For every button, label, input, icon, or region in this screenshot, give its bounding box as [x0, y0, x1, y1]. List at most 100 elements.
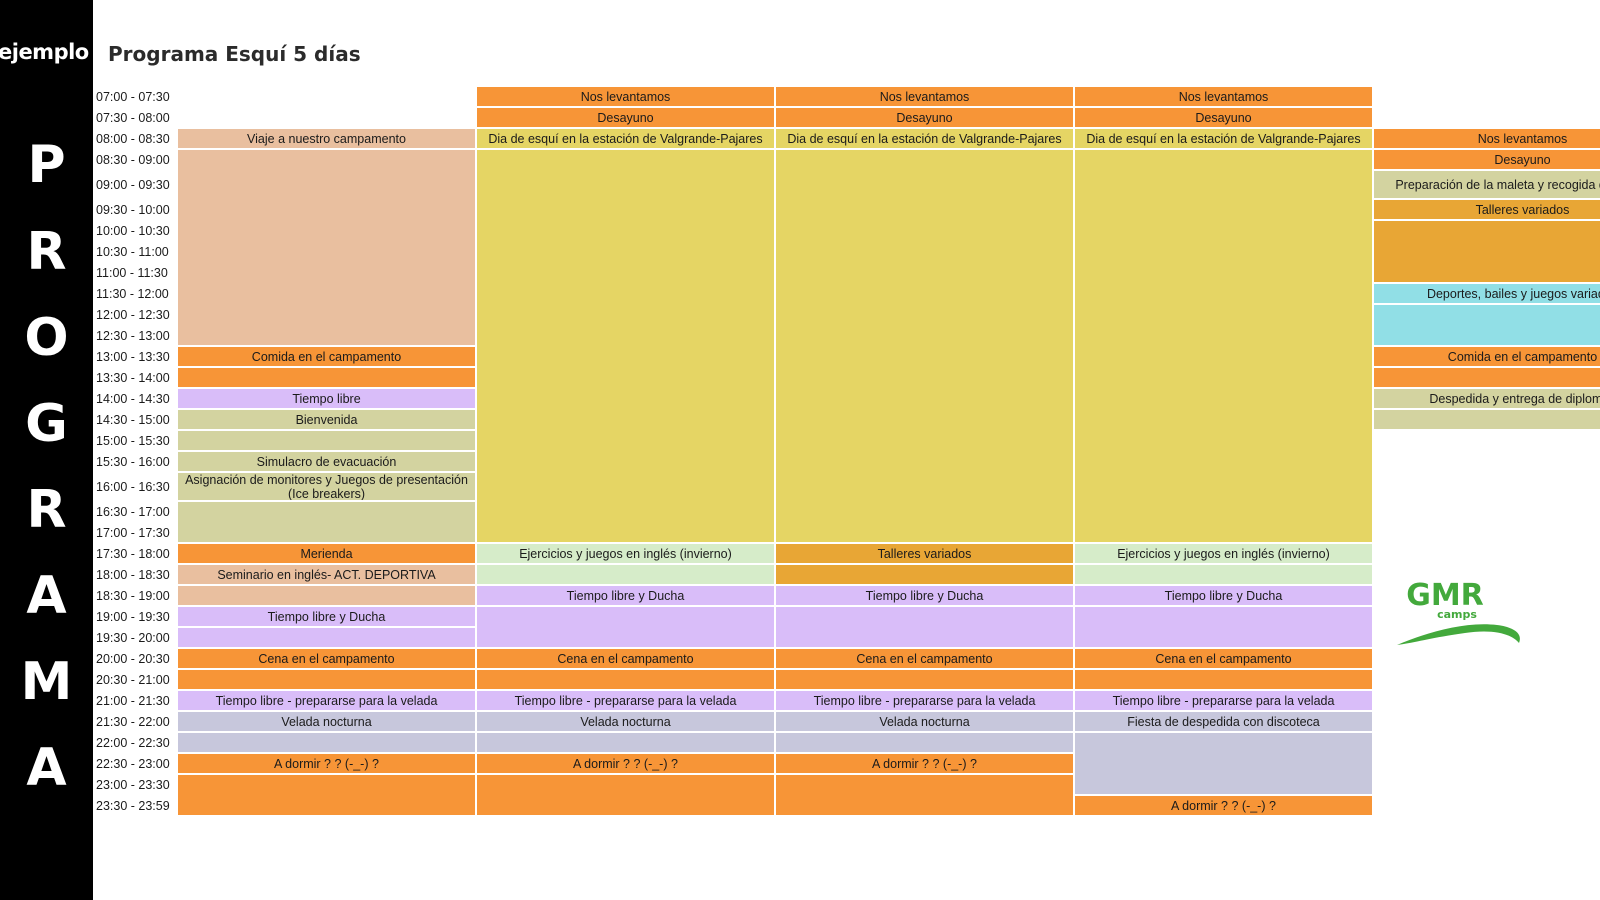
- schedule-cell-day-1: [178, 431, 475, 450]
- schedule-cell-day-3: Desayuno: [776, 108, 1073, 127]
- time-slot-label: 15:00 - 15:30: [96, 433, 170, 448]
- sidebar-letter: R: [26, 480, 67, 540]
- time-slot-label: 22:00 - 22:30: [96, 735, 170, 750]
- schedule-cell-day-1: Comida en el campamento: [178, 347, 475, 366]
- schedule-cell-day-1: Viaje a nuestro campamento: [178, 129, 475, 148]
- schedule-cell-day-5: [1374, 305, 1600, 345]
- time-slot-label: 16:00 - 16:30: [96, 479, 170, 494]
- sidebar-tag: ejemplo: [0, 40, 89, 64]
- schedule-cell-day-1: [178, 502, 475, 542]
- schedule-cell-day-1: A dormir ? ? (-_-) ?: [178, 754, 475, 773]
- schedule-cell-day-5: Desayuno: [1374, 150, 1600, 169]
- schedule-cell-day-1: [178, 775, 475, 815]
- schedule-cell-day-4: Cena en el campamento: [1075, 649, 1372, 668]
- gmr-camps-logo: GMR camps: [1397, 578, 1520, 645]
- schedule-cell-day-3: Dia de esquí en la estación de Valgrande…: [776, 129, 1073, 148]
- time-slot-label: 14:00 - 14:30: [96, 391, 170, 406]
- time-slot-label: 18:30 - 19:00: [96, 588, 170, 603]
- schedule-cell-day-2: Velada nocturna: [477, 712, 774, 731]
- schedule-cell-day-2: [477, 607, 774, 647]
- schedule-cell-day-2: A dormir ? ? (-_-) ?: [477, 754, 774, 773]
- schedule-cell-day-4: Fiesta de despedida con discoteca: [1075, 712, 1372, 731]
- schedule-cell-day-1: Tiempo libre: [178, 389, 475, 408]
- time-slot-label: 07:00 - 07:30: [96, 89, 170, 104]
- schedule-cell-day-1: Tiempo libre - prepararse para la velada: [178, 691, 475, 710]
- schedule-cell-day-4: Ejercicios y juegos en inglés (invierno): [1075, 544, 1372, 563]
- schedule-cell-day-5: [1374, 221, 1600, 282]
- schedule-cell-day-5: [1374, 410, 1600, 429]
- schedule-cell-day-3: [776, 670, 1073, 689]
- sidebar-letter: P: [27, 135, 66, 195]
- sidebar-letter: A: [26, 566, 67, 626]
- time-slot-label: 10:00 - 10:30: [96, 223, 170, 238]
- time-slot-label: 19:30 - 20:00: [96, 630, 170, 645]
- page-title: Programa Esquí 5 días: [108, 42, 361, 66]
- schedule-cell-day-4: Desayuno: [1075, 108, 1372, 127]
- time-slot-label: 20:30 - 21:00: [96, 672, 170, 687]
- schedule-cell-day-1: [178, 368, 475, 387]
- time-slot-label: 15:30 - 16:00: [96, 454, 170, 469]
- schedule-cell-day-3: [776, 607, 1073, 647]
- logo-sub: camps: [1437, 608, 1477, 621]
- schedule-cell-day-4: A dormir ? ? (-_-) ?: [1075, 796, 1372, 815]
- schedule-cell-day-3: Tiempo libre y Ducha: [776, 586, 1073, 605]
- schedule-cell-day-4: [1075, 607, 1372, 647]
- time-slot-label: 11:30 - 12:00: [96, 286, 169, 301]
- schedule-cell-day-1: Seminario en inglés- ACT. DEPORTIVA: [178, 565, 475, 584]
- schedule-cell-day-4: Nos levantamos: [1075, 87, 1372, 106]
- schedule-cell-day-3: A dormir ? ? (-_-) ?: [776, 754, 1073, 773]
- schedule-cell-day-5: Nos levantamos: [1374, 129, 1600, 148]
- time-slot-label: 07:30 - 08:00: [96, 110, 170, 125]
- schedule-cell-day-2: Desayuno: [477, 108, 774, 127]
- schedule-cell-day-5: Deportes, bailes y juegos variados: [1374, 284, 1600, 303]
- schedule-cell-day-5: [1374, 368, 1600, 387]
- time-slot-label: 20:00 - 20:30: [96, 651, 170, 666]
- schedule-cell-day-5: Preparación de la maleta y recogida del …: [1374, 171, 1600, 198]
- sidebar-letter: M: [20, 652, 73, 712]
- time-slot-label: 08:00 - 08:30: [96, 131, 170, 146]
- schedule-cell-day-3: Tiempo libre - prepararse para la velada: [776, 691, 1073, 710]
- time-slot-label: 09:00 - 09:30: [96, 177, 170, 192]
- sidebar-letter: G: [25, 394, 68, 454]
- time-slot-label: 23:00 - 23:30: [96, 777, 170, 792]
- time-slot-label: 11:00 - 11:30: [96, 265, 168, 280]
- time-slot-label: 22:30 - 23:00: [96, 756, 170, 771]
- time-slot-label: 21:30 - 22:00: [96, 714, 170, 729]
- schedule-cell-day-5: Talleres variados: [1374, 200, 1600, 219]
- time-slot-label: 14:30 - 15:00: [96, 412, 170, 427]
- schedule-cell-day-1: [178, 670, 475, 689]
- time-slot-label: 16:30 - 17:00: [96, 504, 170, 519]
- time-slot-label: 13:30 - 14:00: [96, 370, 170, 385]
- schedule-cell-day-4: Tiempo libre - prepararse para la velada: [1075, 691, 1372, 710]
- schedule-cell-day-1: Merienda: [178, 544, 475, 563]
- schedule-cell-day-3: [776, 775, 1073, 815]
- schedule-cell-day-4: [1075, 670, 1372, 689]
- time-slot-label: 12:30 - 13:00: [96, 328, 170, 343]
- schedule-cell-day-3: [776, 565, 1073, 584]
- time-slot-label: 13:00 - 13:30: [96, 349, 170, 364]
- time-slot-label: 19:00 - 19:30: [96, 609, 170, 624]
- time-slot-label: 21:00 - 21:30: [96, 693, 170, 708]
- schedule-cell-day-2: Tiempo libre - prepararse para la velada: [477, 691, 774, 710]
- logo-name: GMR: [1406, 578, 1484, 613]
- schedule-cell-day-5: Despedida y entrega de diplomas: [1374, 389, 1600, 408]
- schedule-cell-day-1: [178, 150, 475, 345]
- schedule-cell-day-4: [1075, 565, 1372, 584]
- time-slot-label: 17:30 - 18:00: [96, 546, 170, 561]
- time-slot-label: 10:30 - 11:00: [96, 244, 169, 259]
- schedule-cell-day-4: [1075, 150, 1372, 542]
- schedule-cell-day-3: [776, 733, 1073, 752]
- schedule-cell-day-3: Nos levantamos: [776, 87, 1073, 106]
- time-slot-label: 17:00 - 17:30: [96, 525, 170, 540]
- schedule-cell-day-1: [178, 733, 475, 752]
- schedule-cell-day-1: Tiempo libre y Ducha: [178, 607, 475, 626]
- schedule-cell-day-4: [1075, 733, 1372, 794]
- time-slot-label: 09:30 - 10:00: [96, 202, 170, 217]
- schedule-cell-day-2: Cena en el campamento: [477, 649, 774, 668]
- schedule-cell-day-1: Asignación de monitores y Juegos de pres…: [178, 473, 475, 500]
- schedule-cell-day-3: [776, 150, 1073, 542]
- time-slot-label: 18:00 - 18:30: [96, 567, 170, 582]
- schedule-cell-day-2: Tiempo libre y Ducha: [477, 586, 774, 605]
- schedule-cell-day-1: Bienvenida: [178, 410, 475, 429]
